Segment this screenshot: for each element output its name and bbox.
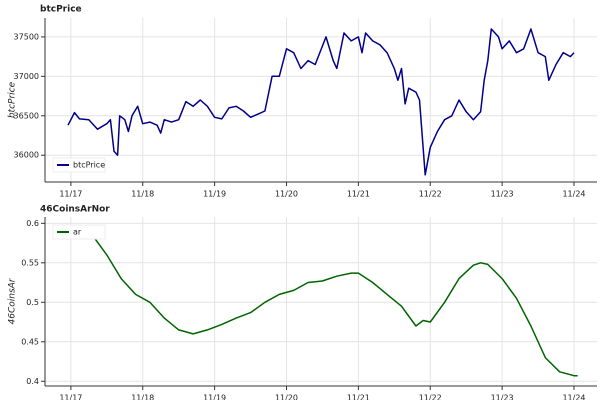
y-axis-label: btcPrice (8, 81, 18, 118)
y-tick-label: 36000 (14, 151, 39, 160)
x-tick-label: 11/24 (562, 190, 585, 199)
y-tick-label: 36500 (14, 111, 39, 120)
x-tick-label: 11/17 (59, 190, 82, 199)
x-tick-label: 11/18 (131, 394, 154, 400)
x-tick-label: 11/23 (491, 394, 514, 400)
x-tick-label: 11/20 (275, 190, 298, 199)
legend-box (52, 224, 106, 240)
y-tick-label: 37500 (14, 32, 39, 41)
legend-label: btcPrice (73, 161, 105, 170)
x-tick-label: 11/19 (203, 190, 226, 199)
legend-label: ar (73, 228, 82, 237)
chart-title: 46CoinsArNor (40, 205, 110, 215)
x-tick-label: 11/21 (347, 190, 370, 199)
x-tick-label: 11/18 (131, 190, 154, 199)
x-tick-label: 11/20 (275, 394, 298, 400)
x-tick-label: 11/19 (203, 394, 226, 400)
x-tick-label: 11/24 (562, 394, 585, 400)
y-tick-label: 0.45 (21, 337, 39, 346)
x-tick-label: 11/22 (419, 190, 442, 199)
legend-box (52, 157, 106, 173)
x-tick-label: 11/23 (491, 190, 514, 199)
y-tick-label: 0.5 (26, 298, 39, 307)
y-tick-label: 0.4 (26, 377, 39, 386)
data-line (67, 28, 575, 176)
y-tick-label: 37000 (14, 72, 39, 81)
x-tick-label: 11/22 (419, 394, 442, 400)
y-axis-label: 46CoinsAr (8, 277, 18, 324)
y-tick-label: 0.55 (21, 258, 39, 267)
x-tick-label: 11/21 (347, 394, 370, 400)
y-tick-label: 0.6 (26, 219, 39, 228)
chart-title: btcPrice (40, 5, 82, 15)
data-line (91, 234, 578, 377)
x-tick-label: 11/17 (59, 394, 82, 400)
